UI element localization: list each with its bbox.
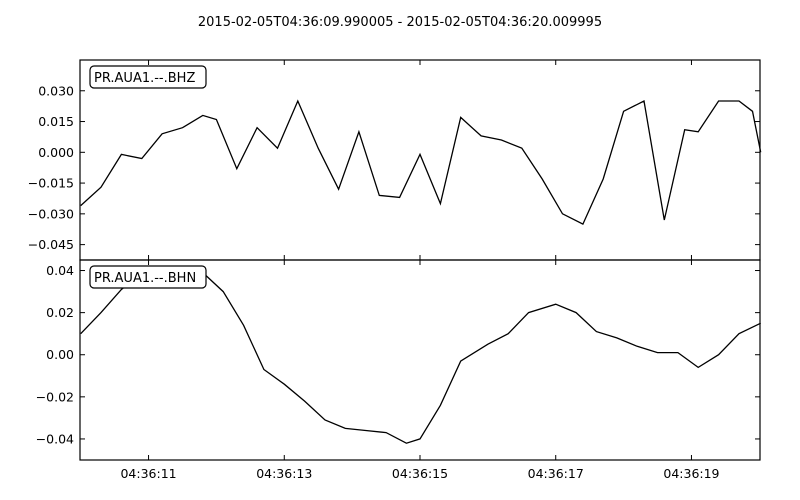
panel-bhz-ytick-label: 0.030 (38, 83, 74, 98)
panel-bhn-legend-box (89, 265, 207, 289)
panel-bhn-ytick-label: −0.02 (36, 389, 74, 404)
panel-bhn-xtick-label: 04:36:17 (528, 466, 584, 481)
panel-bhn-ytick-label: 0.00 (46, 347, 74, 362)
panel-bhn-legend: PR.AUA1.--.BHN (89, 265, 207, 289)
panel-bhz-legend: PR.AUA1.--.BHZ (89, 65, 207, 89)
panel-bhn-xtick-label: 04:36:11 (120, 466, 176, 481)
panel-bhn-ytick-label: −0.04 (36, 431, 74, 446)
panel-bhn-xtick-label: 04:36:13 (256, 466, 312, 481)
panel-bhn-xtick-labels: 04:36:11 04:36:13 04:36:15 04:36:17 04:36:19 (120, 466, 719, 481)
panel-bhz-trace-line (80, 99, 762, 225)
panel-bhz: −0.045 −0.030 −0.015 0.000 0.015 0.030 PR.AUA… (28, 59, 762, 261)
panel-bhn-xtick-label: 04:36:15 (392, 466, 448, 481)
panel-bhz-ytick-label: 0.000 (38, 145, 74, 160)
panel-bhn-ticks (80, 260, 760, 460)
panel-bhn-ytick-labels: −0.04 −0.02 0.00 0.02 0.04 (36, 263, 74, 446)
panel-bhn-ytick-label: 0.04 (46, 263, 74, 278)
panel-bhn-ytick-label: 0.02 (46, 305, 74, 320)
panel-bhz-legend-label: PR.AUA1.--.BHZ (94, 71, 195, 86)
panel-bhz-ytick-label: −0.030 (28, 206, 74, 221)
panel-bhn-xtick-label: 04:36:19 (663, 466, 719, 481)
panel-bhn-frame (79, 259, 761, 461)
panel-bhz-legend-box (89, 65, 207, 89)
panel-bhz-ytick-label: −0.045 (28, 237, 74, 252)
panel-bhz-ytick-label: −0.015 (28, 176, 74, 191)
panel-bhz-ticks (80, 60, 760, 260)
panel-bhn: −0.04−0.020.000.020.04 04:36:11 04:36:13 0… (36, 259, 761, 481)
figure-title: 2015-02-05T04:36:09.990005 - 2015-02-05T… (198, 15, 602, 30)
panel-bhn-legend-label: PR.AUA1.--.BHN (94, 271, 196, 286)
panel-bhz-ytick-labels: −0.045 −0.030 −0.015 0.000 0.015 0.030 (28, 83, 74, 252)
panel-bhz-ytick-label: 0.015 (38, 114, 74, 129)
